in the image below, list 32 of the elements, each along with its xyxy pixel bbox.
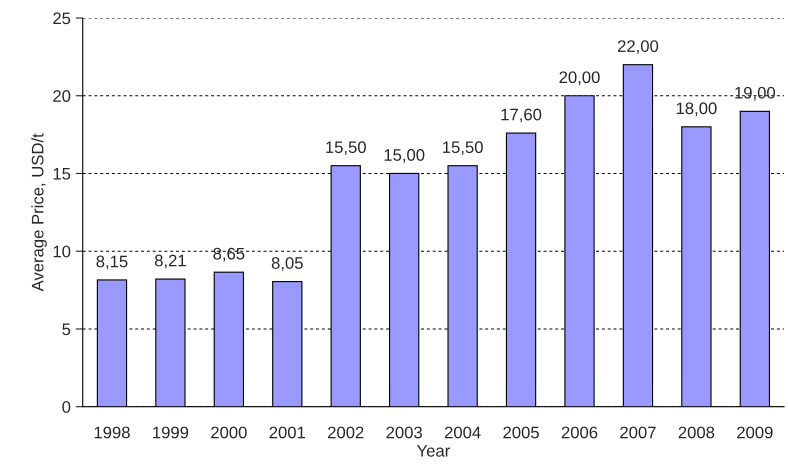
x-tick-label: 2001 bbox=[270, 426, 306, 438]
y-tick-label: 10 bbox=[54, 246, 70, 258]
data-label: 8,05 bbox=[272, 257, 303, 271]
x-tick-label: 2003 bbox=[386, 426, 422, 438]
x-axis-title: Year bbox=[416, 445, 450, 457]
x-tick-label: 2005 bbox=[503, 426, 539, 438]
x-tick-label: 2000 bbox=[211, 426, 247, 438]
data-label: 17,60 bbox=[501, 108, 542, 122]
data-label: 18,00 bbox=[676, 102, 717, 116]
x-tick-label: 2008 bbox=[678, 426, 714, 438]
y-tick-label: 25 bbox=[53, 12, 70, 24]
y-tick-label: 0 bbox=[62, 401, 70, 413]
data-label: 15,50 bbox=[443, 141, 483, 156]
x-tick-label: 2004 bbox=[444, 426, 481, 438]
x-tick-label: 2006 bbox=[562, 426, 598, 438]
data-label: 22,00 bbox=[618, 40, 658, 54]
data-label: 15,00 bbox=[384, 149, 424, 163]
x-tick-label: 1999 bbox=[153, 426, 188, 438]
data-label: 8,15 bbox=[96, 256, 128, 270]
data-label: 19,00 bbox=[735, 86, 776, 101]
x-tick-label: 1998 bbox=[94, 426, 130, 438]
x-tick-label: 2007 bbox=[620, 426, 656, 438]
data-label: 8,65 bbox=[213, 248, 244, 262]
y-tick-label: 20 bbox=[53, 90, 70, 102]
data-label: 15,50 bbox=[326, 141, 366, 156]
x-tick-label: 2002 bbox=[328, 426, 364, 438]
x-tick-label: 2009 bbox=[737, 426, 773, 438]
data-label: 20,00 bbox=[559, 71, 600, 86]
y-tick-label: 15 bbox=[54, 168, 70, 180]
data-label: 8,21 bbox=[154, 254, 186, 268]
y-tick-label: 5 bbox=[62, 324, 70, 336]
y-axis-title: Average Price, USD/t bbox=[31, 133, 47, 292]
